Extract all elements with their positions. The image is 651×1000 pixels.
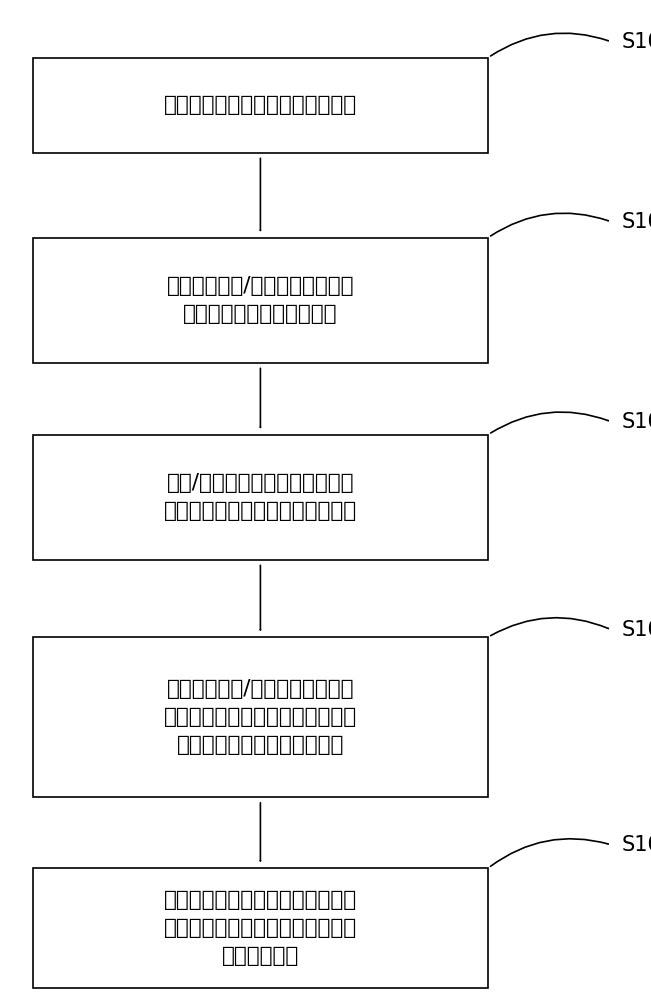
Text: S101: S101 <box>622 32 651 52</box>
Text: S105: S105 <box>622 835 651 855</box>
FancyBboxPatch shape <box>33 868 488 988</box>
FancyArrowPatch shape <box>491 618 608 636</box>
FancyArrowPatch shape <box>491 412 608 433</box>
FancyBboxPatch shape <box>33 434 488 560</box>
FancyArrowPatch shape <box>491 33 608 56</box>
Text: S102: S102 <box>622 212 651 232</box>
FancyBboxPatch shape <box>33 57 488 152</box>
FancyArrowPatch shape <box>490 839 608 866</box>
Text: S103: S103 <box>622 412 651 432</box>
FancyBboxPatch shape <box>33 637 488 797</box>
Text: 对多/高光谱图像的重合区域精配
准，然后同步进行地物端元的提取: 对多/高光谱图像的重合区域精配 准，然后同步进行地物端元的提取 <box>164 473 357 521</box>
FancyArrowPatch shape <box>491 213 608 236</box>
Text: 分别对原始多/高光谱数据进行预
处理，获得反射率数据产品: 分别对原始多/高光谱数据进行预 处理，获得反射率数据产品 <box>167 276 354 324</box>
Text: 分端元构建多/高光谱图像间的融
合模型，建立转换关系，并进行模
型参数解算，建立模型参数库: 分端元构建多/高光谱图像间的融 合模型，建立转换关系，并进行模 型参数解算，建立… <box>164 679 357 755</box>
Text: 获取原始多光谱和高光谱图像数据: 获取原始多光谱和高光谱图像数据 <box>164 95 357 115</box>
FancyBboxPatch shape <box>33 237 488 362</box>
Text: 通过光谱匹配选择模型参数，对多
光谱图像逐像元地进行光谱重构获
取高光谱信息: 通过光谱匹配选择模型参数，对多 光谱图像逐像元地进行光谱重构获 取高光谱信息 <box>164 890 357 966</box>
Text: S104: S104 <box>622 620 651 640</box>
